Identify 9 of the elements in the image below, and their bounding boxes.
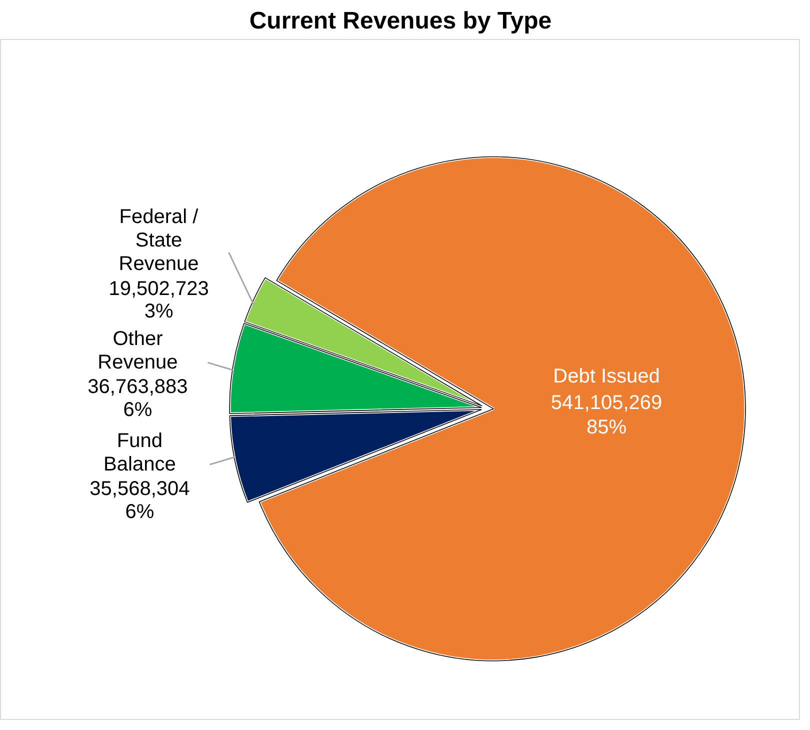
data-label: 19,502,723 3% — [108, 278, 209, 322]
data-label: 541,105,269 85% — [550, 392, 662, 439]
slice-label: Debt Issued — [553, 366, 660, 388]
slice-label: Fund Balance — [104, 430, 176, 476]
chart-title: Current Revenues by Type — [249, 8, 552, 34]
slice-label: Federal / State Revenue — [118, 206, 199, 276]
slice-label: Other Revenue — [98, 328, 178, 374]
data-label: 35,568,304 6% — [90, 478, 190, 523]
data-label: 36,763,883 6% — [88, 376, 188, 421]
